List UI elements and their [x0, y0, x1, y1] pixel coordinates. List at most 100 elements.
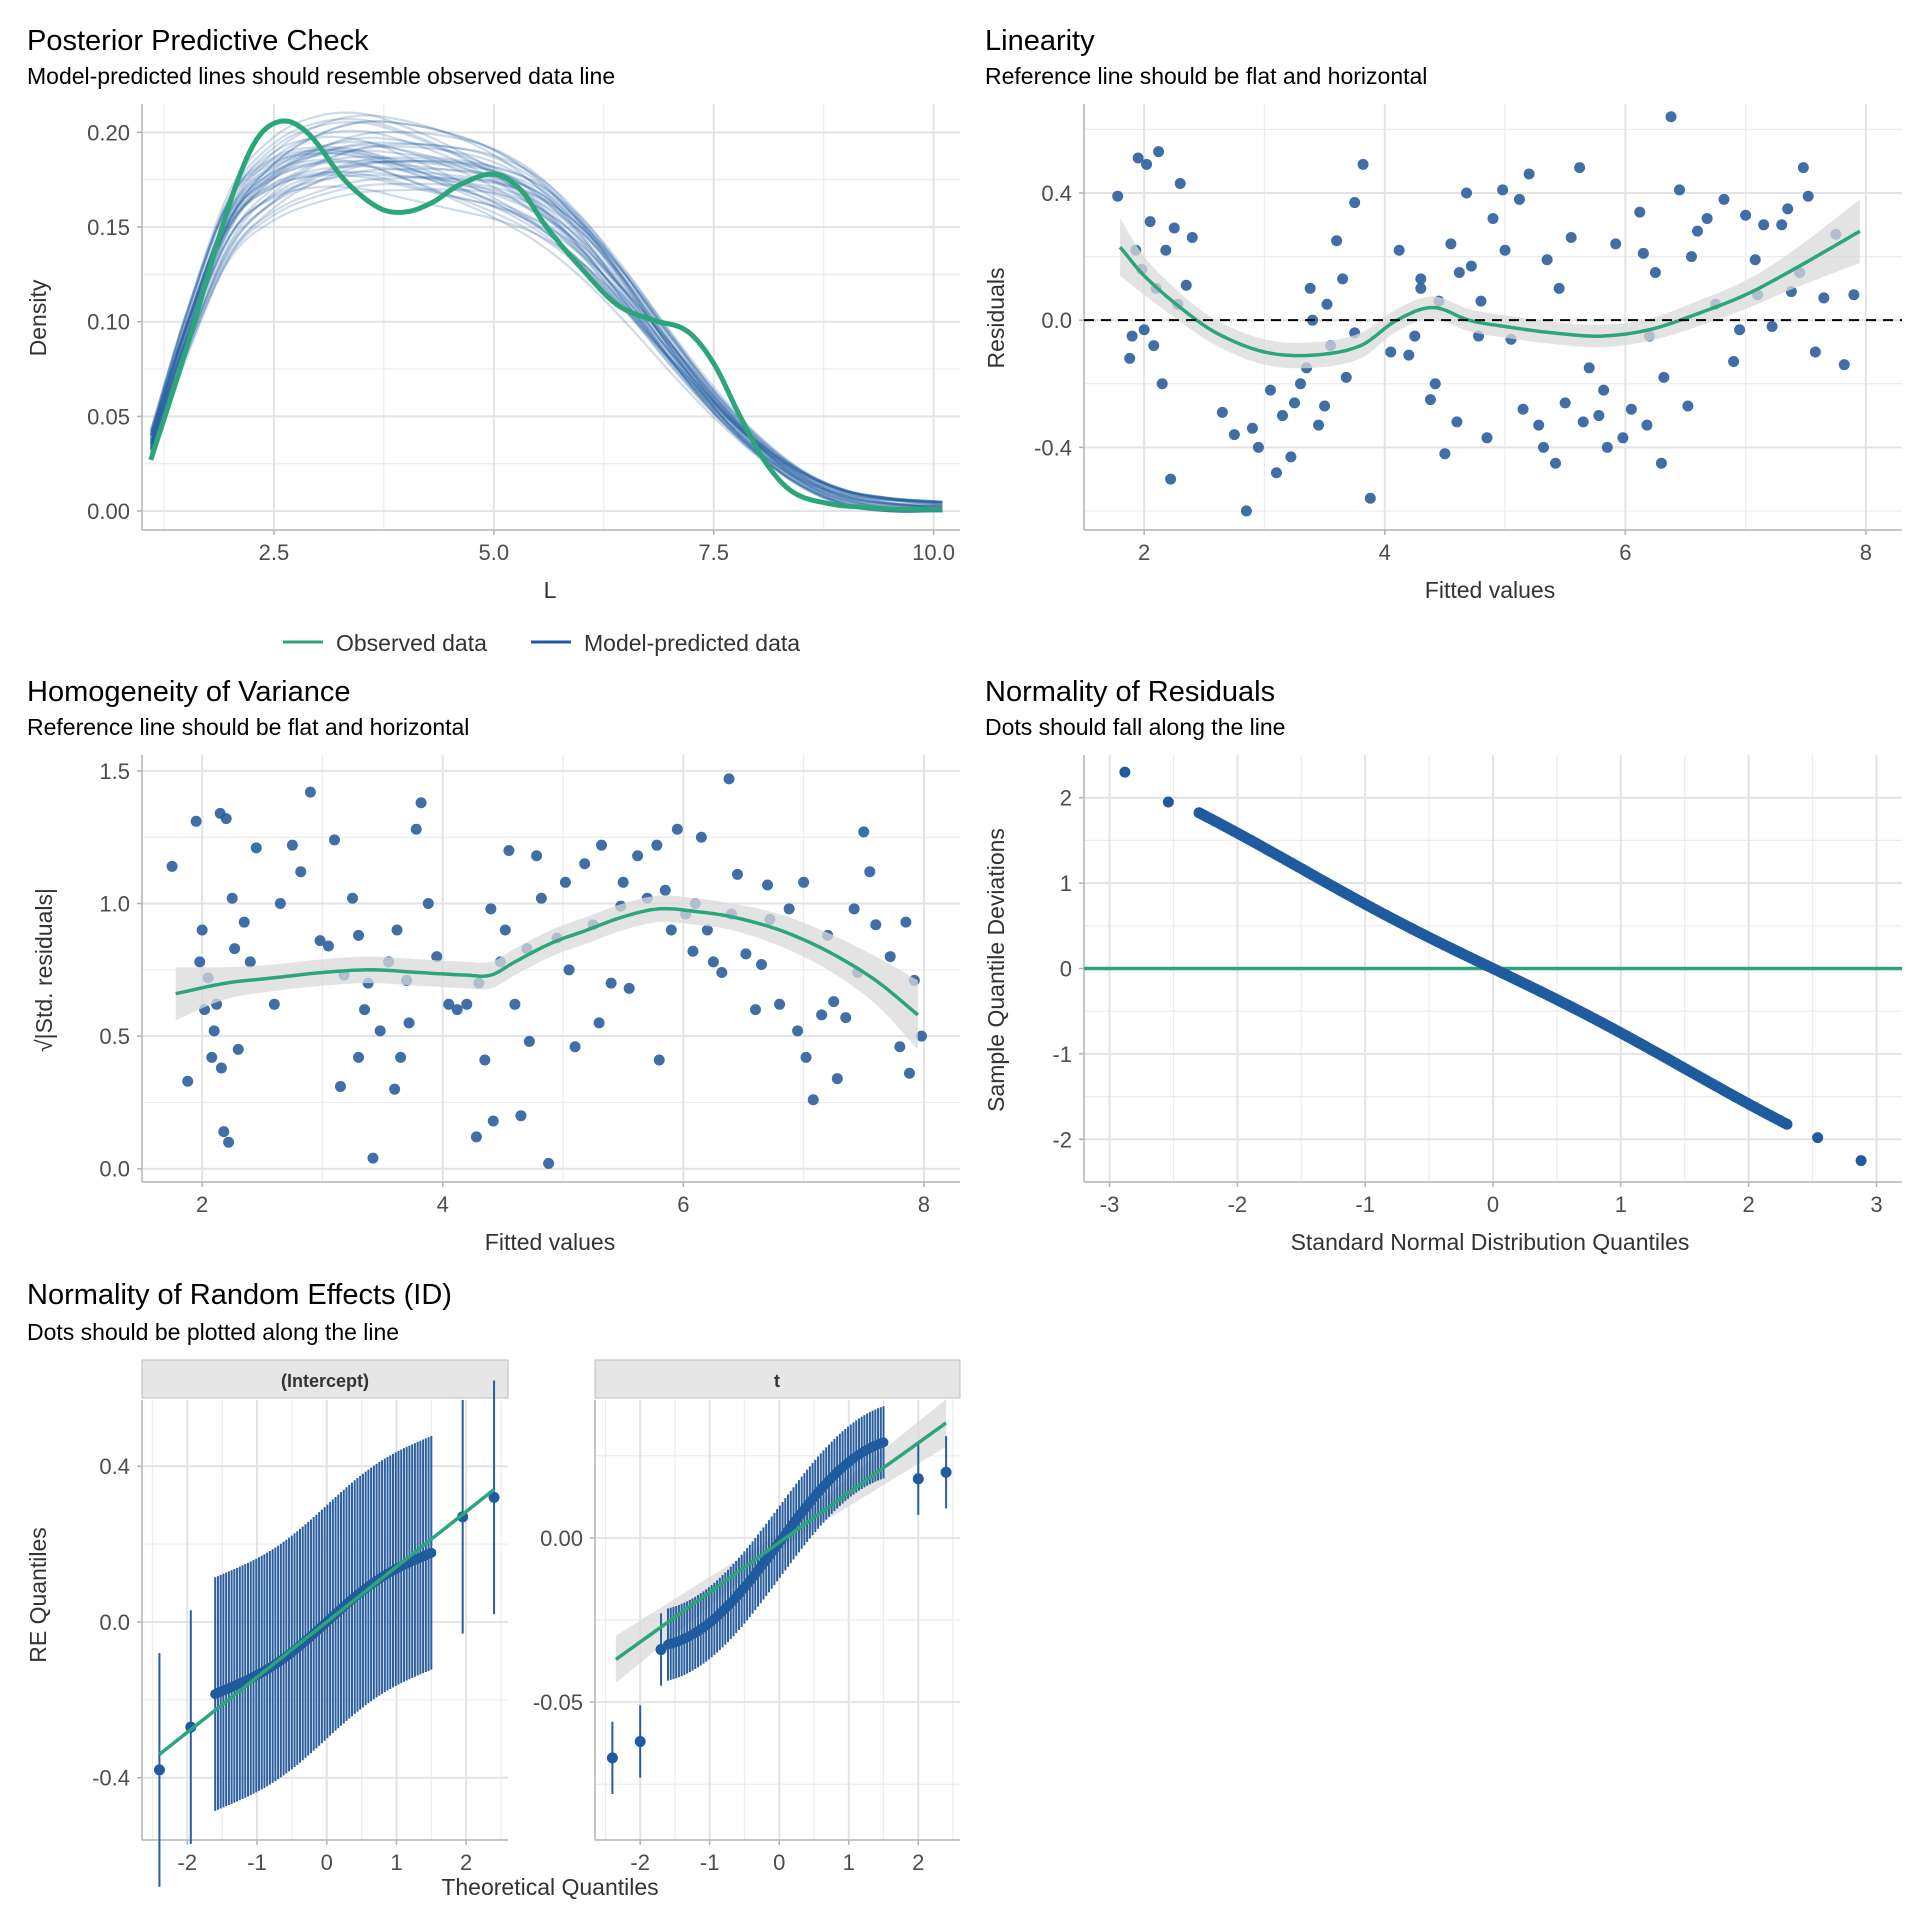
- std-residual-point: [798, 876, 810, 888]
- y-tick-label: -0.05: [533, 1690, 583, 1715]
- std-residual-point: [274, 898, 286, 910]
- std-residual-point: [328, 834, 340, 846]
- residual-point: [1285, 451, 1297, 463]
- residual-point: [1809, 346, 1821, 358]
- residual-point: [1319, 400, 1331, 412]
- std-residual-point: [687, 945, 699, 957]
- x-tick-label: 8: [918, 1192, 930, 1217]
- x-tick-label: 1: [843, 1850, 855, 1875]
- y-tick-label: 0.5: [99, 1024, 130, 1049]
- y-tick-label: 0.0: [99, 1610, 130, 1635]
- x-tick-label: -1: [700, 1850, 720, 1875]
- predicted-density-line: [149, 173, 943, 513]
- x-tick-label: 0: [773, 1850, 785, 1875]
- residual-point: [1240, 505, 1252, 517]
- re-point: [878, 1437, 889, 1448]
- residual-point: [1148, 340, 1160, 352]
- std-residual-point: [359, 1004, 371, 1016]
- x-tick-label: 4: [437, 1192, 449, 1217]
- std-residual-point: [523, 1035, 535, 1047]
- residual-point: [1497, 184, 1509, 196]
- residual-point: [1321, 298, 1333, 310]
- residual-point: [1168, 222, 1180, 234]
- predicted-density-line: [149, 158, 943, 512]
- residual-point: [1126, 330, 1138, 342]
- std-residual-point: [229, 943, 241, 955]
- residual-point: [1270, 467, 1282, 479]
- residual-point: [1740, 209, 1752, 221]
- x-tick-label: 1: [1615, 1192, 1627, 1217]
- std-residual-point: [800, 1051, 812, 1063]
- y-tick-label: 0.10: [87, 310, 130, 335]
- residual-point: [1453, 266, 1465, 278]
- residual-point: [1124, 352, 1136, 364]
- std-residual-point: [756, 959, 768, 971]
- y-tick-label: 0.4: [99, 1454, 130, 1479]
- predicted-density-line: [149, 188, 943, 505]
- residual-point: [1132, 152, 1144, 164]
- x-tick-label: 10.0: [912, 540, 955, 565]
- residual-point: [1289, 397, 1301, 409]
- chart-title: Linearity: [985, 25, 1095, 57]
- residual-point: [1276, 410, 1288, 422]
- x-tick-label: -2: [178, 1850, 198, 1875]
- y-axis-label: √|Std. residuals|: [31, 888, 57, 1052]
- residual-point: [1112, 190, 1124, 202]
- predicted-density-line: [149, 145, 943, 509]
- residual-point: [1701, 212, 1713, 224]
- std-residual-point: [543, 1157, 555, 1169]
- x-tick-label: 6: [1619, 540, 1631, 565]
- std-residual-point: [215, 1062, 227, 1074]
- std-residual-point: [900, 916, 912, 928]
- residual-point: [1216, 406, 1228, 418]
- chart-title: Posterior Predictive Check: [27, 25, 369, 57]
- residual-point: [1776, 219, 1788, 231]
- chart-subtitle: Dots should be plotted along the line: [27, 1319, 399, 1345]
- predicted-density-line: [149, 165, 943, 503]
- std-residual-point: [223, 1136, 235, 1148]
- re-point: [153, 1764, 165, 1776]
- std-residual-point: [531, 850, 543, 862]
- residual-point: [1550, 457, 1562, 469]
- y-tick-label: 0.00: [87, 499, 130, 524]
- std-residual-point: [593, 1017, 605, 1029]
- std-residual-point: [314, 935, 326, 947]
- re-point: [940, 1466, 952, 1478]
- std-residual-point: [443, 998, 455, 1010]
- qq-reference-line: [614, 1421, 948, 1661]
- std-residual-point: [461, 998, 473, 1010]
- residual-point: [1228, 429, 1240, 441]
- residual-point: [1160, 244, 1172, 256]
- std-residual-point: [617, 876, 629, 888]
- predicted-density-line: [149, 182, 943, 513]
- y-tick-label: 0.15: [87, 215, 130, 240]
- y-axis-label: Density: [25, 279, 51, 356]
- std-residual-point: [731, 868, 743, 880]
- predicted-density-line: [149, 120, 943, 507]
- std-residual-point: [665, 924, 677, 936]
- x-tick-label: 7.5: [698, 540, 729, 565]
- residual-point: [1665, 111, 1677, 123]
- loess-line: [175, 906, 920, 1017]
- residual-point: [1692, 225, 1703, 237]
- predicted-density-line: [149, 129, 943, 505]
- std-residual-point: [659, 884, 671, 896]
- predicted-density-line: [149, 111, 943, 507]
- y-tick-label: 0.05: [87, 404, 130, 429]
- legend-label-predicted: Model-predicted data: [584, 630, 800, 656]
- y-tick-label: 1: [1060, 871, 1072, 896]
- predicted-density-line: [149, 143, 943, 513]
- residual-point: [1439, 448, 1451, 460]
- residual-point: [1649, 266, 1661, 278]
- std-residual-point: [884, 951, 896, 963]
- std-residual-point: [244, 956, 256, 968]
- re-point: [606, 1752, 618, 1764]
- predicted-density-line: [149, 151, 943, 504]
- chart-title: Normality of Residuals: [985, 676, 1275, 708]
- std-residual-point: [479, 1054, 491, 1066]
- x-axis-label: Theoretical Quantiles: [441, 1874, 658, 1900]
- std-residual-point: [353, 1051, 365, 1063]
- chart-title: Normality of Random Effects (ID): [27, 1279, 452, 1311]
- std-residual-point: [304, 786, 316, 798]
- residual-point: [1165, 473, 1177, 485]
